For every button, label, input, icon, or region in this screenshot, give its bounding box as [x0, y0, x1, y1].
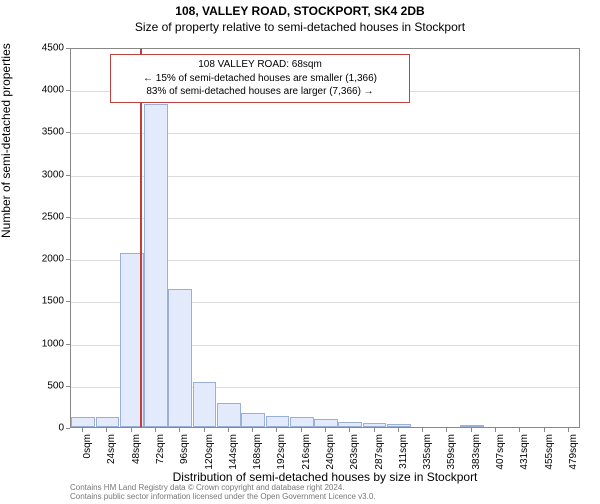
- x-tick-label: 144sqm: [228, 434, 239, 474]
- x-tick-mark: [374, 428, 375, 432]
- y-axis: 050010001500200025003000350040004500: [30, 48, 70, 428]
- y-tick-label: 4500: [30, 43, 64, 54]
- x-tick-mark: [252, 428, 253, 432]
- x-tick-label: 192sqm: [276, 434, 287, 474]
- x-tick-label: 359sqm: [446, 434, 457, 474]
- plot-area: [70, 48, 580, 428]
- y-tick-label: 3500: [30, 127, 64, 138]
- x-tick-mark: [106, 428, 107, 432]
- bar: [217, 403, 241, 427]
- x-tick-mark: [398, 428, 399, 432]
- bar: [241, 413, 265, 427]
- x-tick-mark: [422, 428, 423, 432]
- bar: [314, 419, 338, 427]
- x-tick-mark: [568, 428, 569, 432]
- annotation-line1: 108 VALLEY ROAD: 68sqm: [117, 58, 403, 72]
- x-tick-mark: [155, 428, 156, 432]
- x-tick-mark: [82, 428, 83, 432]
- bar: [144, 104, 168, 427]
- x-tick-mark: [325, 428, 326, 432]
- x-tick-mark: [131, 428, 132, 432]
- chart-area: 108 VALLEY ROAD: 68sqm ← 15% of semi-det…: [70, 48, 580, 428]
- x-tick-mark: [446, 428, 447, 432]
- x-tick-mark: [519, 428, 520, 432]
- x-tick-label: 455sqm: [544, 434, 555, 474]
- y-tick-label: 1500: [30, 296, 64, 307]
- x-tick-label: 216sqm: [301, 434, 312, 474]
- bar: [71, 417, 95, 427]
- annotation-box: 108 VALLEY ROAD: 68sqm ← 15% of semi-det…: [110, 54, 410, 103]
- x-tick-label: 48sqm: [131, 434, 142, 474]
- x-tick-mark: [349, 428, 350, 432]
- bar: [363, 423, 387, 427]
- bar: [266, 416, 290, 427]
- bar: [96, 417, 120, 427]
- x-tick-mark: [179, 428, 180, 432]
- x-tick-label: 24sqm: [106, 434, 117, 474]
- bar: [290, 417, 314, 427]
- x-tick-label: 311sqm: [398, 434, 409, 474]
- bar: [168, 289, 192, 427]
- annotation-line3: 83% of semi-detached houses are larger (…: [117, 85, 403, 99]
- x-tick-label: 383sqm: [471, 434, 482, 474]
- x-tick-label: 168sqm: [252, 434, 263, 474]
- y-axis-label: Number of semi-detached properties: [0, 43, 13, 238]
- x-tick-label: 335sqm: [422, 434, 433, 474]
- x-tick-mark: [495, 428, 496, 432]
- y-tick-label: 4000: [30, 85, 64, 96]
- annotation-line2: ← 15% of semi-detached houses are smalle…: [117, 72, 403, 86]
- y-tick-label: 2500: [30, 211, 64, 222]
- x-tick-label: 0sqm: [82, 434, 93, 474]
- footer-credits: Contains HM Land Registry data © Crown c…: [70, 483, 376, 502]
- x-tick-label: 72sqm: [155, 434, 166, 474]
- x-tick-label: 479sqm: [568, 434, 579, 474]
- y-tick-label: 2000: [30, 254, 64, 265]
- x-tick-label: 263sqm: [349, 434, 360, 474]
- y-tick-label: 1000: [30, 338, 64, 349]
- x-tick-label: 240sqm: [325, 434, 336, 474]
- y-tick-label: 500: [30, 380, 64, 391]
- chart-title: 108, VALLEY ROAD, STOCKPORT, SK4 2DB: [0, 4, 600, 18]
- y-tick-label: 3000: [30, 169, 64, 180]
- bar: [460, 425, 484, 427]
- bar: [193, 382, 217, 427]
- footer-line2: Contains public sector information licen…: [70, 492, 376, 502]
- x-tick-mark: [276, 428, 277, 432]
- x-tick-label: 96sqm: [179, 434, 190, 474]
- x-tick-label: 407sqm: [495, 434, 506, 474]
- x-tick-mark: [204, 428, 205, 432]
- x-tick-mark: [471, 428, 472, 432]
- x-tick-mark: [301, 428, 302, 432]
- chart-subtitle: Size of property relative to semi-detach…: [0, 20, 600, 34]
- x-tick-label: 120sqm: [204, 434, 215, 474]
- marker-line: [140, 49, 142, 427]
- x-tick-mark: [544, 428, 545, 432]
- x-tick-label: 287sqm: [374, 434, 385, 474]
- bar: [338, 422, 362, 427]
- x-tick-label: 431sqm: [519, 434, 530, 474]
- y-tick-label: 0: [30, 423, 64, 434]
- footer-line1: Contains HM Land Registry data © Crown c…: [70, 483, 376, 493]
- bar: [387, 424, 411, 427]
- x-tick-mark: [228, 428, 229, 432]
